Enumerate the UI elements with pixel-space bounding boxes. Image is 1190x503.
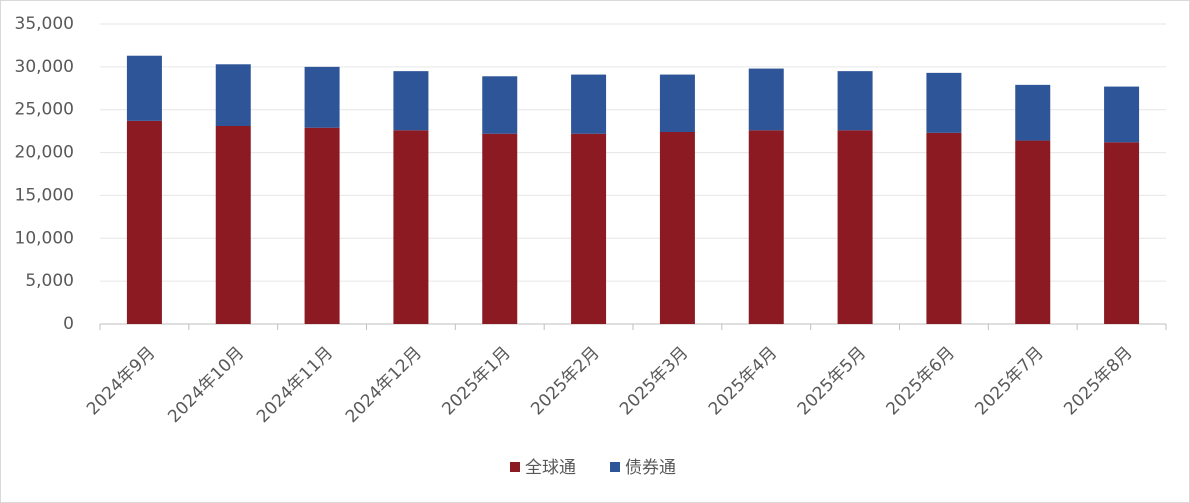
y-tick-label: 0 bbox=[63, 314, 74, 334]
bar-segment bbox=[1015, 84, 1051, 141]
bar-segment bbox=[393, 71, 429, 131]
legend-swatch bbox=[510, 462, 520, 472]
bar-segment bbox=[571, 133, 607, 324]
y-tick-label: 30,000 bbox=[15, 57, 74, 77]
y-tick-label: 25,000 bbox=[15, 100, 74, 120]
legend-label: 全球通 bbox=[525, 458, 576, 478]
bar-segment bbox=[126, 120, 162, 324]
bar-segment bbox=[304, 66, 340, 128]
bar-segment bbox=[837, 130, 873, 324]
y-tick-label: 5,000 bbox=[25, 271, 74, 291]
bar-segment bbox=[126, 55, 162, 121]
bar-segment bbox=[571, 74, 607, 134]
y-tick-label: 10,000 bbox=[15, 228, 74, 248]
legend-label: 债券通 bbox=[625, 458, 676, 478]
y-tick-label: 15,000 bbox=[15, 185, 74, 205]
bar-segment bbox=[304, 127, 340, 324]
bar-segment bbox=[659, 132, 695, 324]
bar-segment bbox=[748, 130, 784, 324]
bar-segment bbox=[482, 76, 518, 134]
bar-segment bbox=[748, 68, 784, 131]
bar-segment bbox=[215, 126, 251, 324]
bar-segment bbox=[393, 130, 429, 324]
bar-segment bbox=[837, 71, 873, 131]
legend-swatch bbox=[610, 462, 620, 472]
bar-segment bbox=[1015, 140, 1051, 324]
y-tick-label: 20,000 bbox=[15, 143, 74, 163]
bar-segment bbox=[926, 72, 962, 133]
bar-segment bbox=[659, 74, 695, 132]
bar-segment bbox=[1104, 86, 1140, 143]
bar-segment bbox=[926, 132, 962, 324]
bar-segment bbox=[1104, 142, 1140, 324]
bar-segment bbox=[482, 133, 518, 324]
y-tick-label: 35,000 bbox=[15, 14, 74, 34]
bar-segment bbox=[215, 64, 251, 126]
